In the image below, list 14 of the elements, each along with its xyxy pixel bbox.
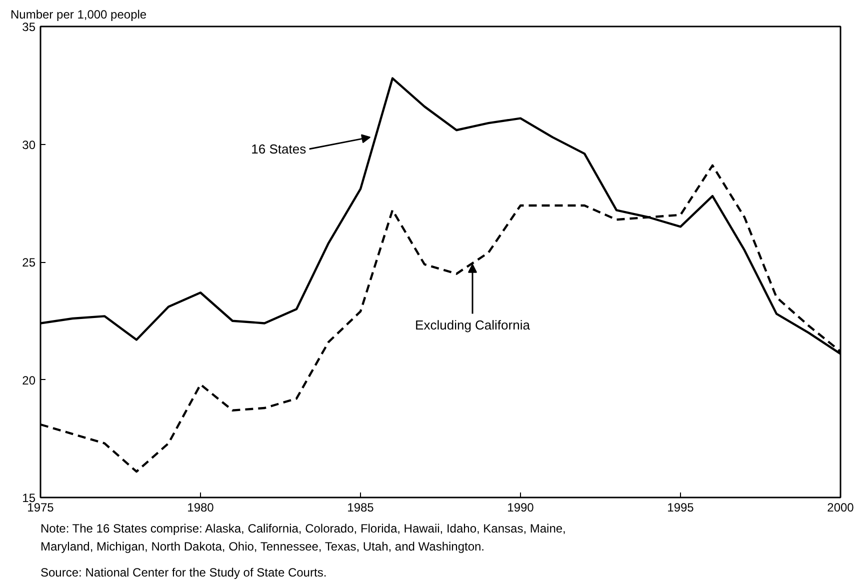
x-tick-label: 1985 [347,500,374,514]
x-tick-label: 1990 [507,500,534,514]
source-note: Source: National Center for the Study of State Courts. [40,566,327,580]
text: Note: The 16 States comprise: Alaska, California, Colorado, Florida, Hawaii, Idaho, Kansas, Maine, Maryland, Michigan, North Dakota, Ohio, Tennessee, Texas, Utah, and Washington. [40,521,566,554]
annotation: Excluding California [415,318,531,333]
x-tick-label: 1980 [187,500,214,514]
y-tick-label: 35 [22,20,36,34]
y-tick-label: 20 [22,373,36,388]
y-tick-label: 25 [22,256,36,270]
annotation: 16 States [251,141,307,156]
x-tick-label: 1995 [667,500,694,514]
y-axis-title: Number per 1,000 people [10,8,147,22]
x-tick-label: 2000 [827,500,854,514]
y-tick-label: 30 [22,138,36,152]
